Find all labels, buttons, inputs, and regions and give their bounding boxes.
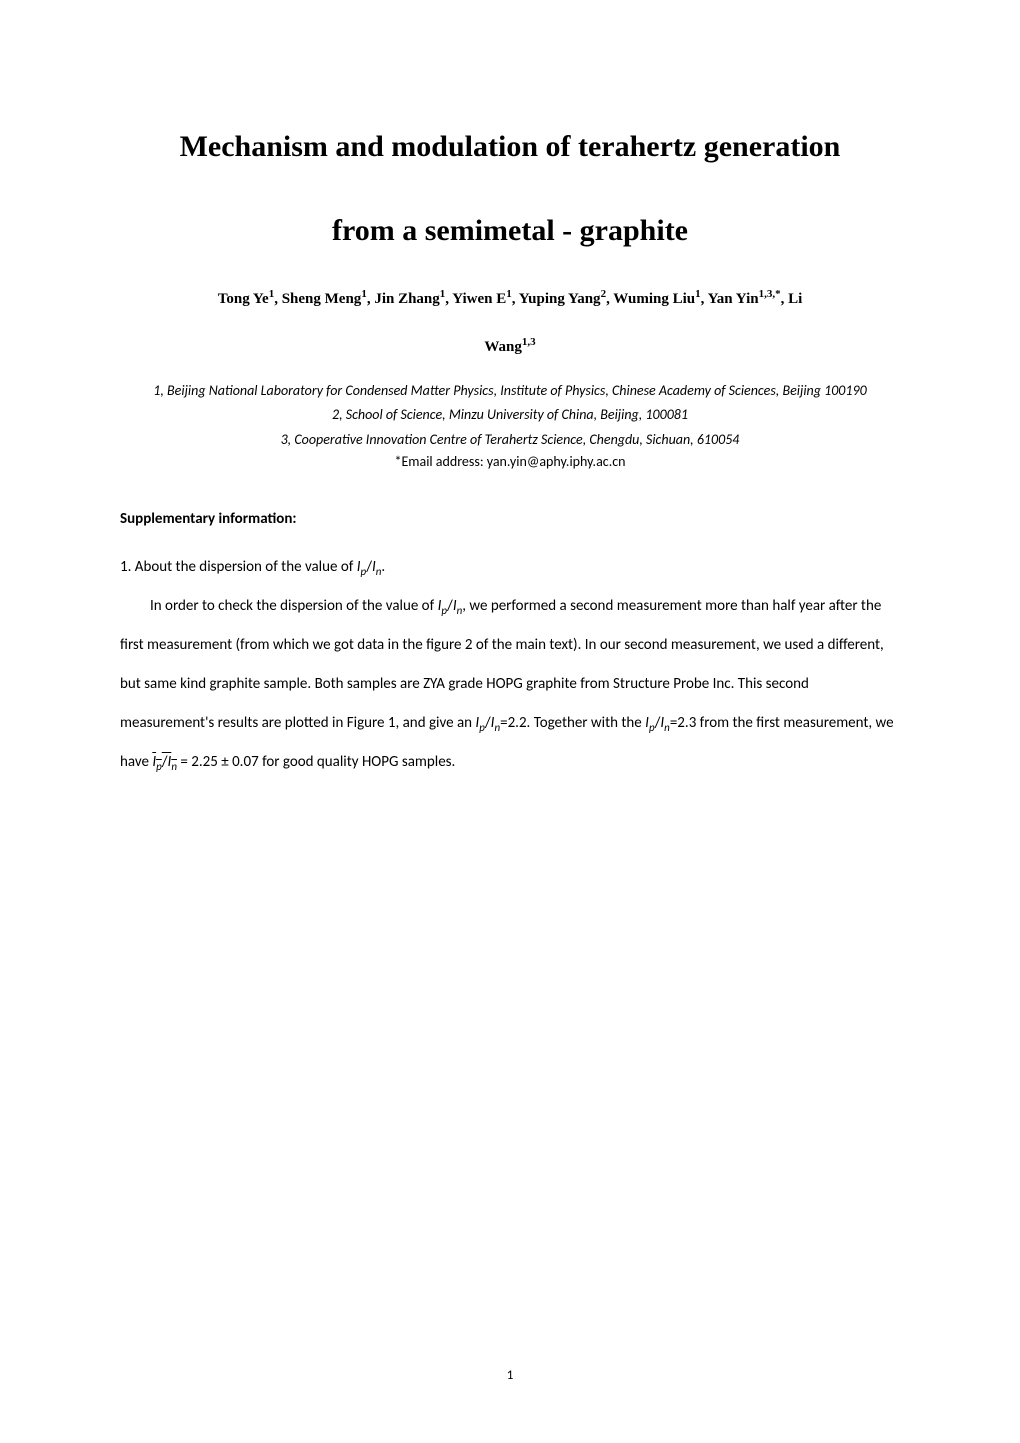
affiliation-1: 1, Beijing National Laboratory for Conde… <box>120 380 900 402</box>
section-heading: Supplementary information: <box>120 510 900 528</box>
page-number: 1 <box>0 1368 1020 1383</box>
paragraph-2: In order to check the dispersion of the … <box>120 587 900 782</box>
corresponding-email: *Email address: yan.yin@aphy.iphy.ac.cn <box>120 453 900 470</box>
title-line2: from a semimetal - graphite <box>120 214 900 248</box>
affiliation-2: 2, School of Science, Minzu University o… <box>120 404 900 426</box>
authors-line1: Tong Ye1, Sheng Meng1, Jin Zhang1, Yiwen… <box>120 288 900 308</box>
authors-line2: Wang1,3 <box>120 336 900 356</box>
affiliation-3: 3, Cooperative Innovation Centre of Tera… <box>120 429 900 451</box>
title-line1: Mechanism and modulation of terahertz ge… <box>120 130 900 164</box>
paragraph-1: 1. About the dispersion of the value of … <box>120 548 900 587</box>
